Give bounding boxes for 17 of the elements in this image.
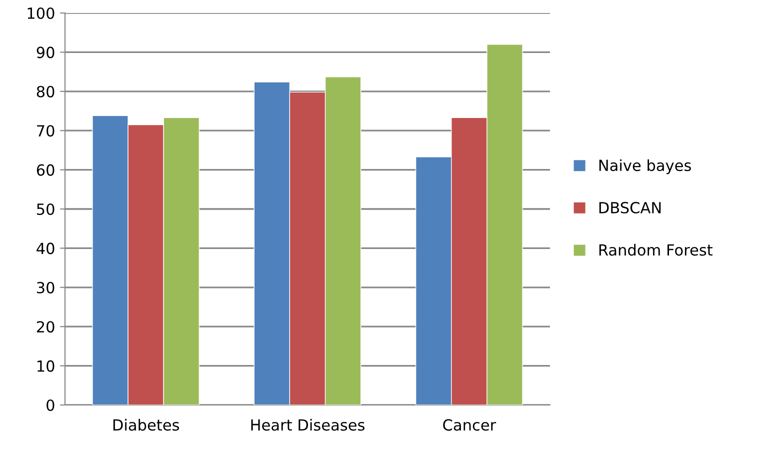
legend-label: Random Forest xyxy=(599,244,712,256)
x-tick-label: Heart Diseases xyxy=(251,418,364,431)
y-tick-label: 50 xyxy=(37,203,54,216)
legend-label: Naive bayes xyxy=(599,159,691,174)
x-tick-label: Cancer xyxy=(443,419,496,431)
y-tick-label: 30 xyxy=(37,282,54,294)
y-tick-label: 0 xyxy=(46,399,54,412)
y-tick-label: 100 xyxy=(28,7,54,20)
x-tick-label: Diabetes xyxy=(113,418,179,431)
y-tick-label: 60 xyxy=(36,164,54,176)
y-tick-label: 70 xyxy=(37,125,54,137)
legend-label: DBSCAN xyxy=(599,202,661,214)
y-tick-label: 90 xyxy=(36,46,54,58)
y-tick-label: 20 xyxy=(36,321,54,333)
y-tick-label: 40 xyxy=(36,242,54,254)
y-tick-label: 80 xyxy=(36,86,54,98)
y-tick-label: 10 xyxy=(38,360,54,372)
